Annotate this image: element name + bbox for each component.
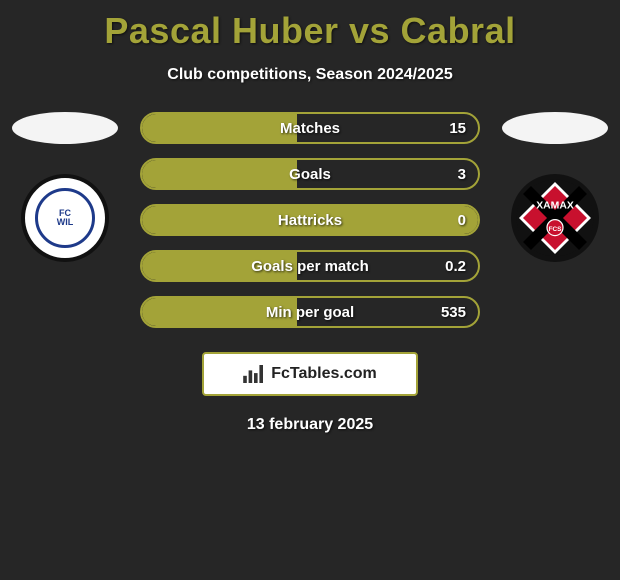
club-badge-left: FCWIL — [21, 174, 109, 262]
stat-label: Hattricks — [278, 212, 342, 229]
player-avatar-left — [12, 112, 118, 144]
stat-right-value: 3 — [458, 166, 466, 183]
stats-panel: Matches 15 Goals 3 Hattricks 0 Goals per… — [140, 112, 480, 328]
stat-fill — [142, 114, 297, 142]
branding-text: FcTables.com — [271, 365, 377, 383]
stat-label: Goals — [289, 166, 331, 183]
stat-right-value: 535 — [441, 304, 466, 321]
club-badge-left-inner: FCWIL — [35, 188, 95, 248]
stat-row: Goals 3 — [140, 158, 480, 190]
right-side: XAMAX FCS — [500, 112, 610, 262]
page-title: Pascal Huber vs Cabral — [0, 0, 620, 52]
bars-icon — [243, 365, 265, 383]
stat-label: Min per goal — [266, 304, 354, 321]
xamax-icon: XAMAX FCS — [515, 178, 595, 258]
svg-text:FCS: FCS — [549, 226, 563, 233]
stat-row: Min per goal 535 — [140, 296, 480, 328]
stat-row: Goals per match 0.2 — [140, 250, 480, 282]
stat-right-value: 0.2 — [445, 258, 466, 275]
branding-box: FcTables.com — [202, 352, 418, 396]
left-side: FCWIL — [10, 112, 120, 262]
stat-right-value: 0 — [458, 212, 466, 229]
stat-right-value: 15 — [449, 120, 466, 137]
stat-label: Matches — [280, 120, 340, 137]
snapshot-date: 13 february 2025 — [0, 416, 620, 434]
stat-row: Hattricks 0 — [140, 204, 480, 236]
player-avatar-right — [502, 112, 608, 144]
comparison-layout: FCWIL Matches 15 Goals 3 Hattricks 0 Goa… — [0, 112, 620, 328]
stat-fill — [142, 160, 297, 188]
stat-label: Goals per match — [251, 258, 369, 275]
page-subtitle: Club competitions, Season 2024/2025 — [0, 66, 620, 84]
club-badge-right: XAMAX FCS — [511, 174, 599, 262]
stat-row: Matches 15 — [140, 112, 480, 144]
svg-text:XAMAX: XAMAX — [536, 200, 574, 211]
